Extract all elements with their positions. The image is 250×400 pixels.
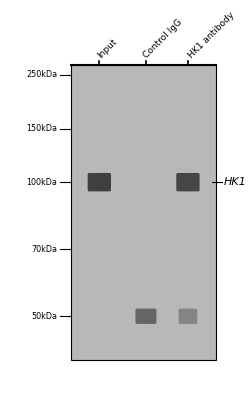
FancyBboxPatch shape [178,308,197,324]
Text: HK1 antibody: HK1 antibody [187,10,236,60]
Text: Control IgG: Control IgG [141,17,184,60]
FancyBboxPatch shape [176,173,200,191]
FancyBboxPatch shape [88,173,111,191]
Text: 100kDa: 100kDa [26,178,57,187]
FancyBboxPatch shape [136,308,156,324]
Text: 70kDa: 70kDa [31,245,57,254]
Text: 150kDa: 150kDa [26,124,57,133]
Text: 250kDa: 250kDa [26,70,57,80]
FancyBboxPatch shape [71,65,216,360]
Text: 50kDa: 50kDa [31,312,57,321]
Text: HK1: HK1 [224,177,247,187]
Text: Input: Input [96,37,119,60]
